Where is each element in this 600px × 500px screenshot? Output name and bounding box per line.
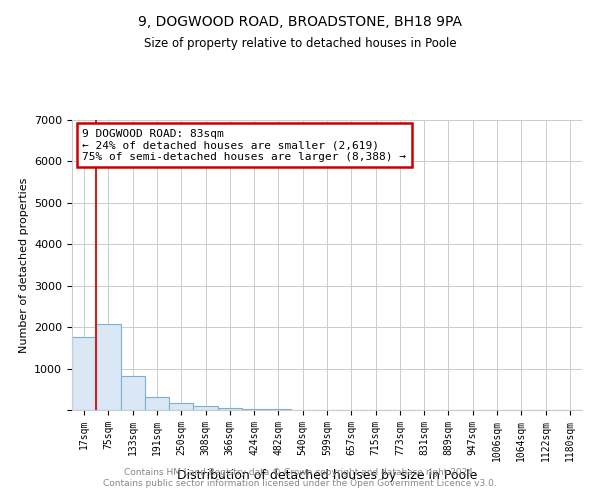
Bar [193,406,218,410]
X-axis label: Distribution of detached houses by size in Poole: Distribution of detached houses by size … [177,469,477,482]
Bar [121,376,145,410]
Bar [242,409,266,410]
Bar [145,397,169,410]
Text: 9, DOGWOOD ROAD, BROADSTONE, BH18 9PA: 9, DOGWOOD ROAD, BROADSTONE, BH18 9PA [138,15,462,29]
Text: 9 DOGWOOD ROAD: 83sqm
← 24% of detached houses are smaller (2,619)
75% of semi-d: 9 DOGWOOD ROAD: 83sqm ← 24% of detached … [82,128,406,162]
Bar [96,324,121,410]
Bar [218,408,242,410]
Bar [72,338,96,410]
Y-axis label: Number of detached properties: Number of detached properties [19,178,29,352]
Text: Contains HM Land Registry data © Crown copyright and database right 2024.
Contai: Contains HM Land Registry data © Crown c… [103,468,497,487]
Bar [169,403,193,410]
Text: Size of property relative to detached houses in Poole: Size of property relative to detached ho… [143,38,457,51]
